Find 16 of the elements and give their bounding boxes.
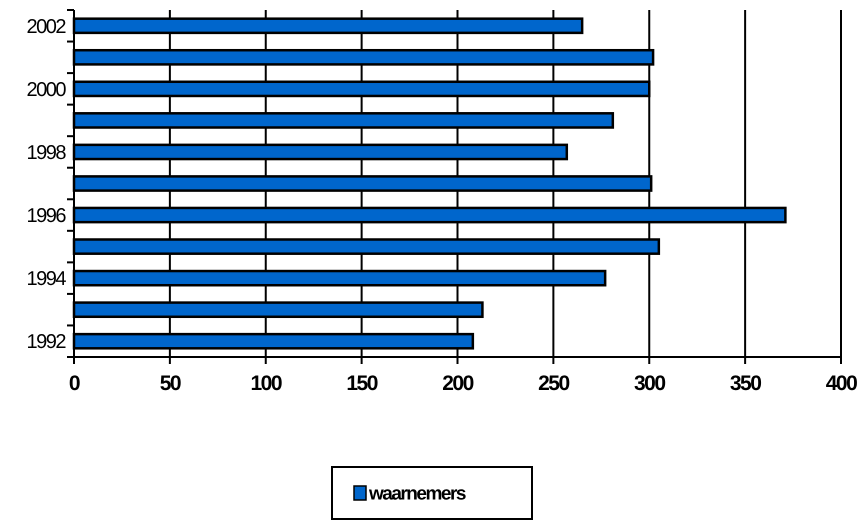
- y-tick-label: 1992: [26, 331, 66, 354]
- x-tick-label: 400: [826, 372, 858, 396]
- x-tick-label: 350: [730, 372, 762, 396]
- y-tick-label: 2000: [26, 78, 66, 101]
- legend-label: waarnemers: [368, 484, 466, 505]
- y-tick-label: 1994: [26, 268, 66, 290]
- x-tick-label: 300: [634, 372, 666, 396]
- x-tick-label: 250: [538, 372, 570, 396]
- y-tick-label: 1998: [26, 142, 66, 164]
- y-tick-label: 1996: [26, 205, 66, 228]
- x-tick-label: 100: [250, 372, 282, 396]
- x-tick-label: 50: [160, 372, 181, 396]
- x-tick-label: 200: [442, 372, 474, 396]
- x-tick-label: 150: [346, 372, 378, 396]
- y-tick-label: 2002: [26, 16, 66, 38]
- x-tick-label: 0: [68, 372, 80, 396]
